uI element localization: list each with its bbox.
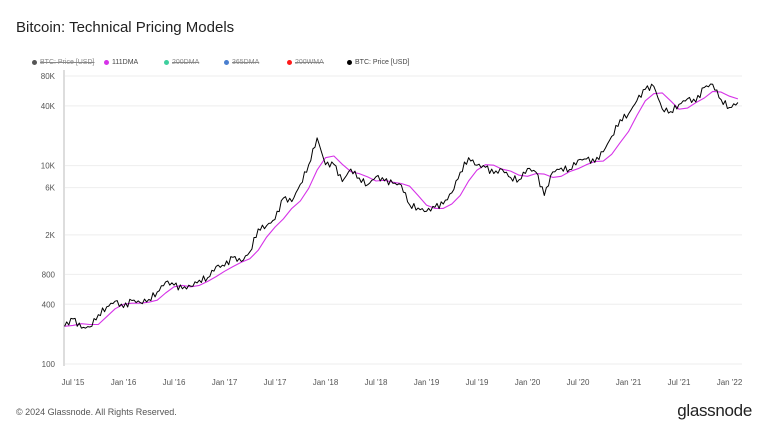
series-111dma-line <box>64 90 739 327</box>
y-tick-label: 100 <box>42 360 56 369</box>
legend-item[interactable]: BTC: Price [USD] <box>347 59 437 66</box>
x-tick-label: Jan '18 <box>313 378 339 387</box>
legend-label: BTC: Price [USD] <box>40 59 95 66</box>
y-tick-label: 6K <box>45 184 55 193</box>
x-tick-label: Jul '19 <box>466 378 489 387</box>
y-tick-label: 80K <box>41 72 56 81</box>
x-tick-label: Jul '21 <box>668 378 691 387</box>
x-tick-label: Jan '20 <box>515 378 541 387</box>
legend-dot-icon <box>164 60 169 65</box>
legend-label: 200WMA <box>295 59 324 66</box>
x-tick-label: Jan '17 <box>212 378 238 387</box>
legend-item[interactable]: 111DMA <box>104 59 164 66</box>
y-tick-label: 800 <box>42 270 56 279</box>
legend-item[interactable]: 200WMA <box>287 59 347 66</box>
legend: BTC: Price [USD] 111DMA 200DMA 365DMA 200WMA… <box>32 59 437 66</box>
legend-item[interactable]: BTC: Price [USD] <box>32 59 104 66</box>
x-tick-label: Jan '19 <box>414 378 440 387</box>
legend-dot-icon <box>347 60 352 65</box>
legend-item[interactable]: 365DMA <box>224 59 287 66</box>
x-tick-label: Jan '16 <box>111 378 137 387</box>
y-tick-label: 400 <box>42 300 56 309</box>
y-tick-label: 40K <box>41 102 56 111</box>
copyright: © 2024 Glassnode. All Rights Reserved. <box>16 407 177 417</box>
x-tick-label: Jan '21 <box>616 378 642 387</box>
x-tick-label: Jul '18 <box>365 378 388 387</box>
legend-dot-icon <box>104 60 109 65</box>
legend-dot-icon <box>224 60 229 65</box>
legend-dot-icon <box>287 60 292 65</box>
x-tick-label: Jul '16 <box>163 378 186 387</box>
legend-label: 365DMA <box>232 59 260 66</box>
legend-item[interactable]: 200DMA <box>164 59 224 66</box>
x-tick-label: Jul '15 <box>62 378 85 387</box>
series-btc-price-line <box>64 83 739 329</box>
x-tick-label: Jul '20 <box>567 378 590 387</box>
x-tick-label: Jul '17 <box>264 378 287 387</box>
chart-title: Bitcoin: Technical Pricing Models <box>16 19 235 36</box>
glassnode-logo: glassnode <box>677 401 752 420</box>
y-tick-label: 2K <box>45 231 55 240</box>
legend-label: 200DMA <box>172 59 200 66</box>
legend-label: 111DMA <box>112 59 139 66</box>
x-tick-label: Jan '22 <box>717 378 743 387</box>
legend-label: BTC: Price [USD] <box>355 59 410 66</box>
legend-dot-icon <box>32 60 37 65</box>
y-tick-label: 10K <box>41 162 56 171</box>
